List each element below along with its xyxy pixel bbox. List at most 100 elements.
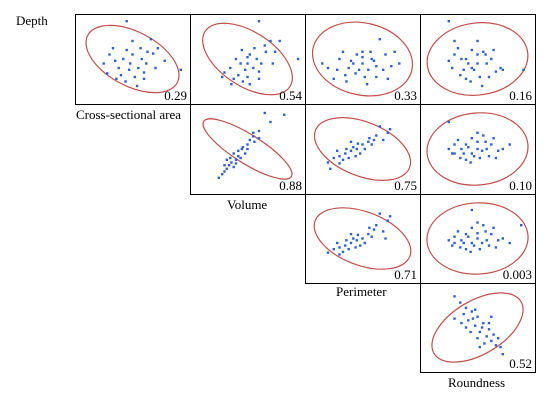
panel-cross-sectional-area-vs-volume-point [217, 176, 220, 179]
panel-depth-vs-roundness-point [460, 57, 463, 61]
panel-depth-vs-cross-sectional-area-point [135, 84, 139, 88]
panel-cross-sectional-area-vs-volume-point [234, 158, 238, 161]
panel-depth-vs-roundness-point [447, 20, 450, 23]
panel-cross-sectional-area-vs-roundness-point [480, 149, 484, 152]
panel-depth-vs-roundness-point [482, 50, 485, 53]
panel-volume-vs-perimeter-point [363, 241, 366, 245]
panel-cross-sectional-area-vs-perimeter-point [341, 158, 345, 161]
panel-volume-vs-perimeter-point [386, 219, 389, 222]
panel-volume-vs-perimeter-point [352, 237, 355, 240]
panel-cross-sectional-area-vs-roundness-point [470, 137, 473, 140]
panel-depth-vs-volume-point [257, 20, 261, 23]
panel-depth-vs-roundness-point [476, 62, 479, 65]
panel-depth-vs-cross-sectional-area-point [125, 20, 128, 23]
panel-volume-vs-roundness-point [520, 224, 523, 227]
panel-cross-sectional-area-vs-perimeter-value-label: 0.75 [394, 178, 417, 193]
panel-cross-sectional-area-vs-volume-point [223, 170, 226, 173]
panel-cross-sectional-area-vs-roundness-point [456, 138, 460, 142]
panel-depth-vs-perimeter-point [361, 56, 364, 59]
panel-depth-vs-volume-point [253, 47, 256, 50]
panel-perimeter-vs-roundness-point [478, 330, 481, 334]
panel-depth-vs-roundness-point [456, 47, 460, 50]
panel-cross-sectional-area-vs-roundness-point [508, 143, 511, 146]
panel-volume-vs-perimeter-point [345, 239, 348, 242]
panel-cross-sectional-area-vs-roundness-value-label: 0.10 [509, 178, 532, 193]
panel-volume-vs-roundness-point [470, 241, 473, 245]
panel-cross-sectional-area-vs-volume-point [283, 113, 286, 116]
panel-cross-sectional-area-vs-roundness-point [453, 143, 456, 146]
panel-perimeter-vs-roundness-point [460, 321, 463, 325]
panel-cross-sectional-area-vs-perimeter-point [372, 138, 376, 142]
panel-depth-vs-perimeter-point [321, 62, 324, 65]
panel-cross-sectional-area-vs-volume-point [232, 152, 235, 155]
panel-depth-vs-volume-point [246, 62, 249, 65]
panel-cross-sectional-area-vs-volume-point [263, 111, 266, 115]
panel-depth-vs-perimeter-point [382, 68, 385, 71]
panel-perimeter-vs-roundness-point [462, 312, 465, 316]
panel-volume-vs-roundness-point [472, 244, 476, 247]
panel-perimeter-vs-roundness-point [492, 333, 495, 336]
panel-depth-vs-volume-point [239, 62, 242, 65]
panel-volume-vs-perimeter-point [341, 250, 345, 254]
panel-depth-vs-cross-sectional-area-point [119, 74, 123, 77]
panel-depth-vs-volume-point [296, 57, 300, 61]
panel-depth-vs-perimeter-confidence-ellipse [311, 21, 414, 97]
var-label-depth: Depth [16, 13, 48, 28]
panel-depth-vs-roundness-point [472, 68, 476, 71]
panel-depth-vs-roundness-point [469, 80, 472, 83]
panel-depth-vs-roundness-point [453, 53, 456, 56]
panel-depth-vs-cross-sectional-area-point [149, 38, 153, 41]
panel-cross-sectional-area-vs-roundness: 0.10 [420, 104, 536, 195]
panel-volume-vs-roundness-point [497, 239, 500, 242]
panel-cross-sectional-area-vs-perimeter-point [338, 155, 341, 158]
panel-perimeter-vs-roundness-point [490, 315, 493, 318]
panel-depth-vs-roundness-point [459, 74, 462, 77]
panel-depth-vs-volume-point [264, 50, 268, 53]
panel-depth-vs-volume-point [237, 74, 240, 77]
panel-cross-sectional-area-vs-roundness-point [490, 143, 493, 146]
panel-cross-sectional-area-vs-volume-point [227, 164, 231, 167]
panel-cross-sectional-area-vs-roundness-point [451, 152, 454, 155]
panel-cross-sectional-area-vs-perimeter-point [370, 143, 373, 146]
panel-depth-vs-perimeter-point [345, 80, 348, 83]
panel-volume-vs-perimeter-point [344, 244, 347, 247]
panel-depth-vs-roundness-point [485, 62, 488, 65]
panel-depth-vs-roundness-point [484, 53, 487, 56]
panel-depth-vs-volume-point [221, 75, 224, 79]
panel-cross-sectional-area-vs-perimeter-point [338, 162, 341, 165]
panel-volume-vs-roundness-point [485, 239, 488, 242]
panel-cross-sectional-area-vs-perimeter-point [367, 140, 370, 143]
panel-volume-vs-perimeter-point [354, 246, 357, 249]
panel-depth-vs-cross-sectional-area-point [140, 57, 143, 61]
panel-depth-vs-volume-point [263, 44, 266, 47]
panel-cross-sectional-area-vs-perimeter-point [355, 147, 358, 151]
panel-perimeter-vs-roundness-point [482, 321, 485, 325]
panel-cross-sectional-area-vs-perimeter-point [344, 152, 347, 155]
panel-cross-sectional-area-vs-roundness-point [467, 146, 470, 149]
panel-depth-vs-perimeter-value-label: 0.33 [394, 88, 417, 103]
panel-cross-sectional-area-vs-perimeter-point [378, 125, 381, 128]
panel-depth-vs-perimeter-point [361, 50, 364, 53]
panel-depth-vs-cross-sectional-area-point [127, 68, 131, 71]
panel-cross-sectional-area-vs-perimeter-point [361, 143, 364, 146]
panel-depth-vs-cross-sectional-area-confidence-ellipse [85, 24, 180, 94]
panel-depth-vs-cross-sectional-area-point [102, 62, 105, 65]
panel-volume-vs-roundness-point [494, 246, 498, 249]
panel-cross-sectional-area-vs-volume-point [237, 149, 240, 152]
panel-volume-vs-perimeter-point [349, 232, 353, 236]
panel-volume-vs-roundness: 0.003 [420, 194, 536, 284]
panel-cross-sectional-area-vs-roundness-point [478, 156, 481, 160]
panel-depth-vs-volume-point [230, 83, 233, 86]
panel-depth-vs-perimeter-point [375, 65, 378, 68]
panel-cross-sectional-area-vs-roundness-point [472, 155, 476, 158]
panel-depth-vs-perimeter-point [361, 62, 364, 65]
panel-depth-vs-cross-sectional-area-point [139, 47, 142, 50]
panel-perimeter-vs-roundness-point [494, 344, 498, 347]
panel-volume-vs-perimeter-point [347, 248, 350, 251]
panel-depth-vs-roundness-point [480, 84, 484, 88]
panel-cross-sectional-area-vs-volume-point [225, 158, 228, 161]
panel-perimeter-vs-roundness-point [464, 306, 468, 310]
panel-cross-sectional-area-vs-perimeter-point [347, 156, 350, 160]
